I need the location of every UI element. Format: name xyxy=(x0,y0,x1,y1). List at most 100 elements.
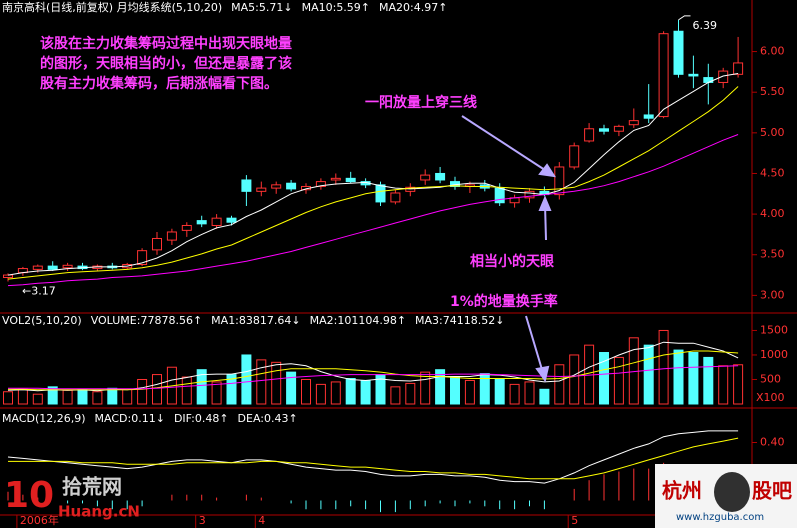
candle-body xyxy=(315,181,326,187)
volume-bar xyxy=(3,391,13,405)
watermark-city: 杭州 xyxy=(662,479,702,503)
volume-bar xyxy=(330,381,341,405)
y-tick-label: 1500 xyxy=(760,323,788,336)
annotation: 相当小的天眼 xyxy=(470,253,554,270)
candle-body xyxy=(673,30,684,75)
x-tick-label: 5 xyxy=(571,514,578,527)
unit-label: X100 xyxy=(756,391,785,404)
y-tick-label: 3.00 xyxy=(760,288,785,301)
legend-entry: VOL2(5,10,20) xyxy=(2,314,82,327)
series-line xyxy=(7,134,739,287)
volume-bar xyxy=(494,378,505,405)
volume-bar xyxy=(688,352,699,405)
volume-bar xyxy=(17,388,28,405)
candle-body xyxy=(137,250,148,265)
volume-bar xyxy=(509,383,520,405)
annotation: 1%的地量换手率 xyxy=(450,293,558,310)
arrow xyxy=(461,115,549,173)
annotation-arrows xyxy=(461,115,557,383)
watermark-url: Huang.cN xyxy=(58,503,140,521)
volume-bar xyxy=(241,354,252,405)
volume-bar xyxy=(420,371,431,405)
volume-bar xyxy=(152,374,162,405)
candle-body xyxy=(375,184,386,203)
x-tick-label: 4 xyxy=(258,514,265,527)
x-tick-label: 3 xyxy=(199,514,206,527)
annotation: 股有主力收集筹码，后期涨幅看下图。 xyxy=(40,75,278,92)
volume-bar xyxy=(315,383,326,405)
legend-entry: 南京高科(日线,前复权) 月均线系统(5,10,20) xyxy=(2,0,222,14)
volume-bar xyxy=(345,378,356,405)
legend-entry: MA10:5.59↑ xyxy=(302,1,370,14)
series-line xyxy=(7,430,739,484)
high-pointer xyxy=(678,15,691,21)
volume-bar xyxy=(673,349,684,405)
candle-body xyxy=(32,265,43,270)
watermark-url: www.hzguba.com xyxy=(676,512,764,523)
volume-bar xyxy=(271,361,282,405)
x-tick-label: 2006年 xyxy=(20,513,59,527)
volume-bar xyxy=(539,388,550,405)
y-tick-label: 0.40 xyxy=(760,436,785,449)
candle-body xyxy=(241,179,252,192)
arrowhead xyxy=(535,365,550,383)
volume-bar xyxy=(77,388,88,405)
candle-body xyxy=(166,231,177,241)
series-line xyxy=(7,86,739,280)
y-tick-label: 5.00 xyxy=(760,126,785,139)
annotation: 的图形，天眼相当的小，但还是暴露了该 xyxy=(40,55,292,72)
arrowhead xyxy=(538,163,557,178)
volume-bar xyxy=(360,379,371,405)
legend-entry: MACD:0.11↓ xyxy=(95,412,165,425)
y-tick-label: 6.00 xyxy=(760,45,785,58)
high-label: 6.39 xyxy=(693,19,718,32)
volume-bar xyxy=(524,381,535,405)
candle-body xyxy=(613,125,624,132)
volume-bar xyxy=(643,344,654,405)
volume-bar xyxy=(435,369,446,405)
volume-bar xyxy=(464,379,475,405)
candle-body xyxy=(271,184,282,189)
candle-body xyxy=(703,77,714,83)
volume-bar xyxy=(569,354,580,405)
candle-body xyxy=(643,114,654,119)
volume-bar xyxy=(211,381,222,405)
volume-bar xyxy=(658,329,669,405)
candle-body xyxy=(286,182,297,190)
candle-body xyxy=(345,177,356,183)
volume-bar xyxy=(181,376,192,405)
candle-body xyxy=(196,220,207,225)
volume-bar xyxy=(137,378,148,405)
arrowhead xyxy=(538,195,552,211)
series-line xyxy=(8,437,739,480)
volume-bar xyxy=(733,364,744,405)
volume-bar xyxy=(390,386,401,405)
volume-bar xyxy=(62,389,73,405)
candle-body xyxy=(211,217,222,226)
arrow xyxy=(525,315,544,374)
series-line xyxy=(8,350,739,391)
series-line xyxy=(8,365,739,390)
candle-body xyxy=(62,264,73,269)
y-tick-label: 5.50 xyxy=(760,85,785,98)
legend-entry: DEA:0.43↑ xyxy=(238,412,298,425)
candle-body xyxy=(733,62,744,75)
y-tick-label: 3.50 xyxy=(760,248,785,261)
y-tick-label: 500 xyxy=(760,372,781,385)
volume-bar xyxy=(256,359,267,405)
annotation: 该股在主力收集筹码过程中出现天眼地量 xyxy=(40,35,292,52)
candle-body xyxy=(330,177,341,181)
legend-entry: DIF:0.48↑ xyxy=(174,412,229,425)
volume-bar xyxy=(92,391,103,405)
candle-body xyxy=(554,166,565,196)
legend-entry: MA1:83817.64↓ xyxy=(211,314,300,327)
candle-body xyxy=(688,73,699,77)
candle-body xyxy=(256,187,267,192)
candle-body xyxy=(420,174,431,181)
candle-body xyxy=(628,120,639,126)
y-tick-label: 4.50 xyxy=(760,166,785,179)
watermark-bull xyxy=(714,472,750,512)
volume-bar xyxy=(703,356,714,405)
